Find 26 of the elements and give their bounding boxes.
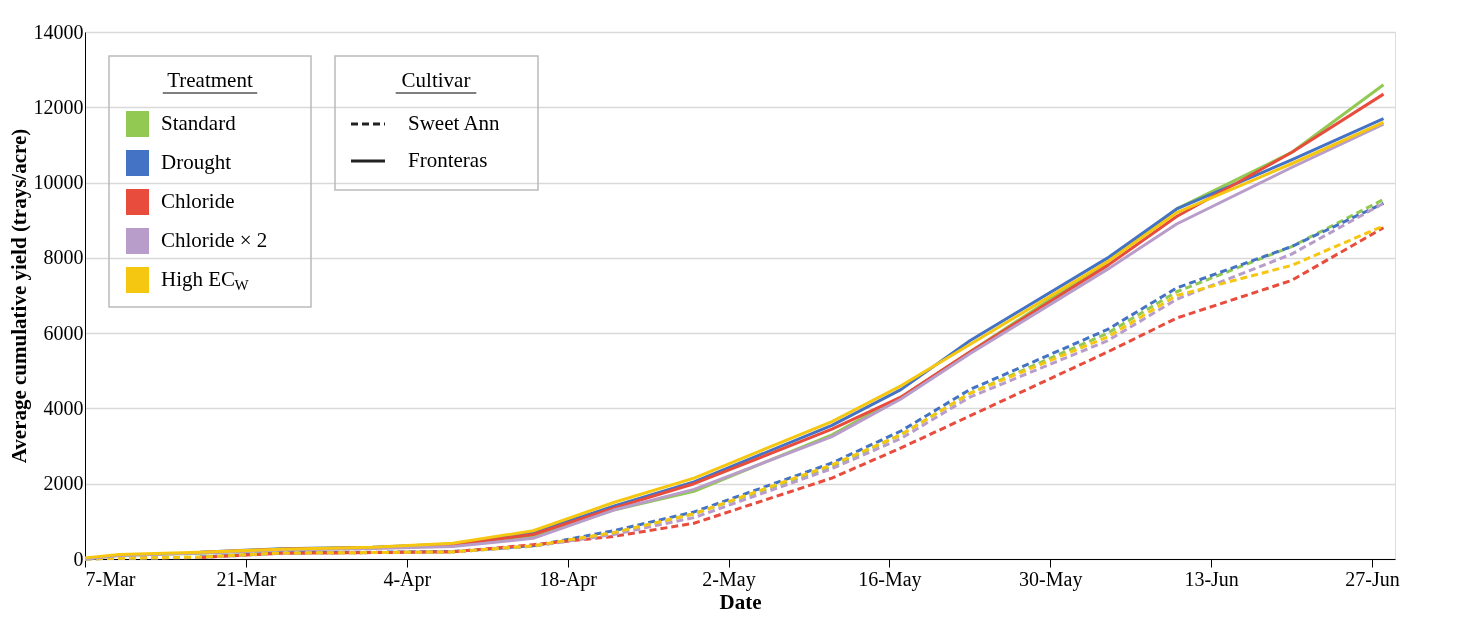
x-tick-label: 27-Jun (1345, 567, 1400, 590)
x-tick-label: 4-Apr (383, 567, 432, 591)
annotation: Sweet Ann (408, 111, 501, 135)
y-axis-title: Average cumulative yield (trays/acre) (6, 128, 31, 464)
annotation: Fronteras (408, 148, 488, 172)
y-tick-label: 0 (73, 547, 84, 570)
y-tick-label: 6000 (43, 321, 84, 344)
y-tick-label: 10000 (33, 171, 84, 194)
legend-label: Drought (161, 150, 232, 174)
y-tick-label: 4000 (43, 396, 84, 419)
x-tick-label: 13-Jun (1184, 567, 1239, 590)
x-tick-label: 2-May (702, 567, 756, 591)
x-tick-label: 30-May (1019, 567, 1083, 591)
y-tick-label: 8000 (43, 246, 84, 269)
annotation: Cultivar (401, 68, 471, 92)
legend-label: Chloride (161, 189, 235, 213)
legend-label: Standard (161, 111, 237, 135)
x-tick-label: 18-Apr (539, 567, 598, 591)
y-tick-label: 2000 (43, 472, 84, 495)
x-tick-label: 7-Mar (85, 567, 136, 590)
x-tick-label: 21-Mar (216, 567, 277, 590)
y-tick-label: 14000 (33, 20, 84, 43)
x-tick-label: 16-May (858, 567, 922, 591)
legend-title: Treatment (167, 68, 253, 92)
y-tick-label: 12000 (33, 95, 84, 118)
legend-label: Chloride × 2 (161, 228, 268, 252)
